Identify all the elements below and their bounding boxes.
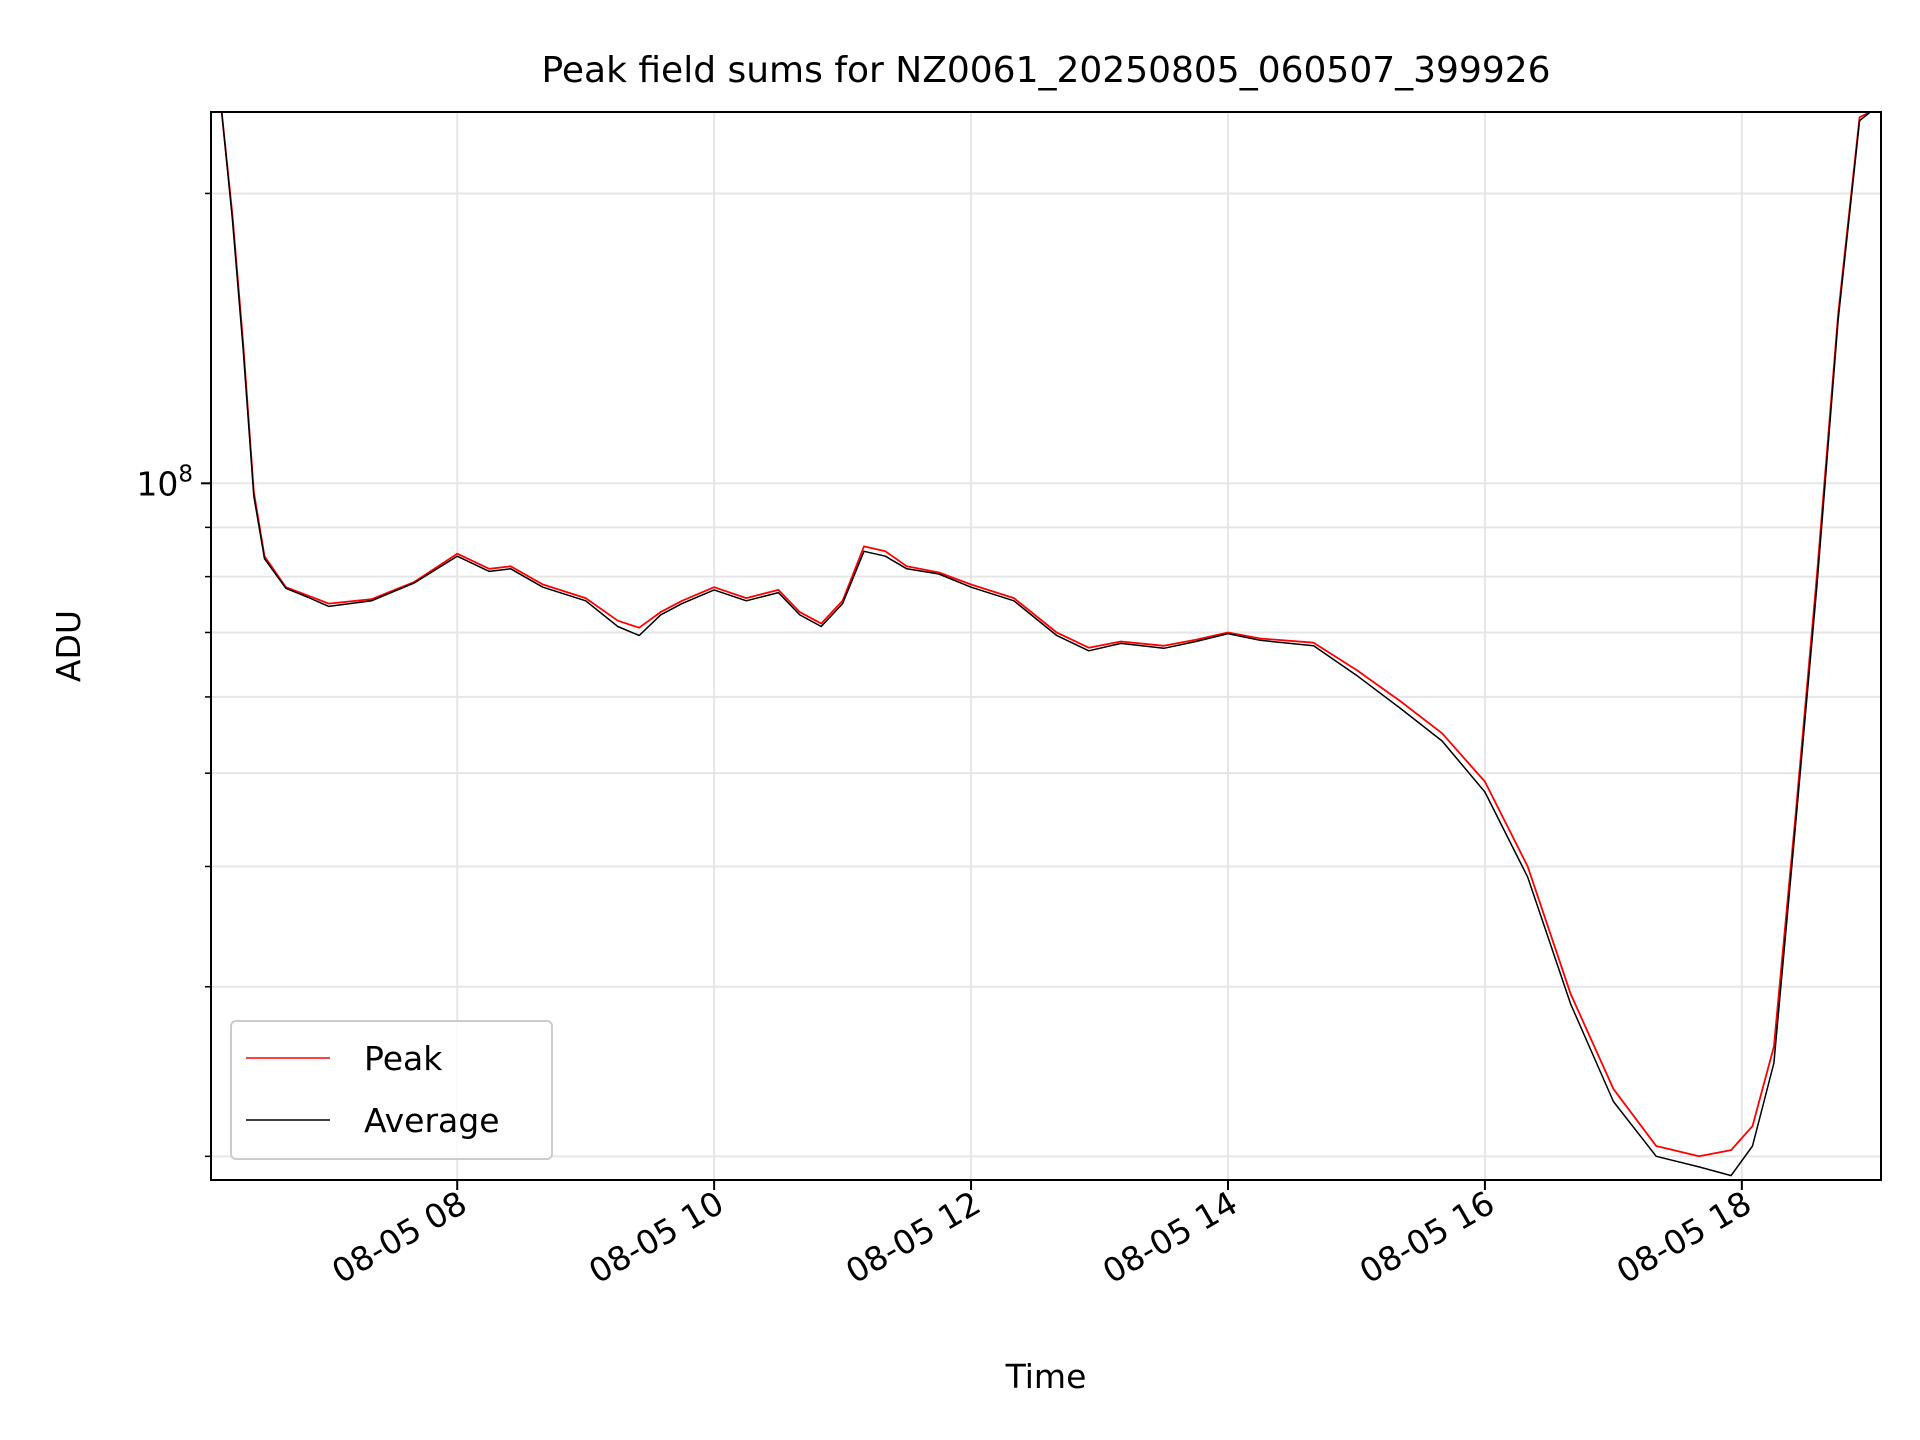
- legend-box: [230, 1020, 553, 1160]
- x-axis-label: Time: [1005, 1357, 1087, 1396]
- y-axis-label: ADU: [49, 610, 88, 682]
- chart-title: Peak field sums for NZ0061_20250805_0605…: [541, 50, 1550, 91]
- series-layer: [220, 112, 1871, 1177]
- series-line-average: [220, 112, 1871, 1177]
- legend-label-average: Average: [364, 1101, 500, 1140]
- grid-layer: [211, 112, 1881, 1180]
- legend: Peak Average: [230, 1020, 553, 1160]
- plot-frame: [210, 111, 1882, 1181]
- series-line-peak: [220, 112, 1871, 1158]
- legend-label-peak: Peak: [364, 1039, 443, 1078]
- y-tick-label: 108: [136, 461, 193, 503]
